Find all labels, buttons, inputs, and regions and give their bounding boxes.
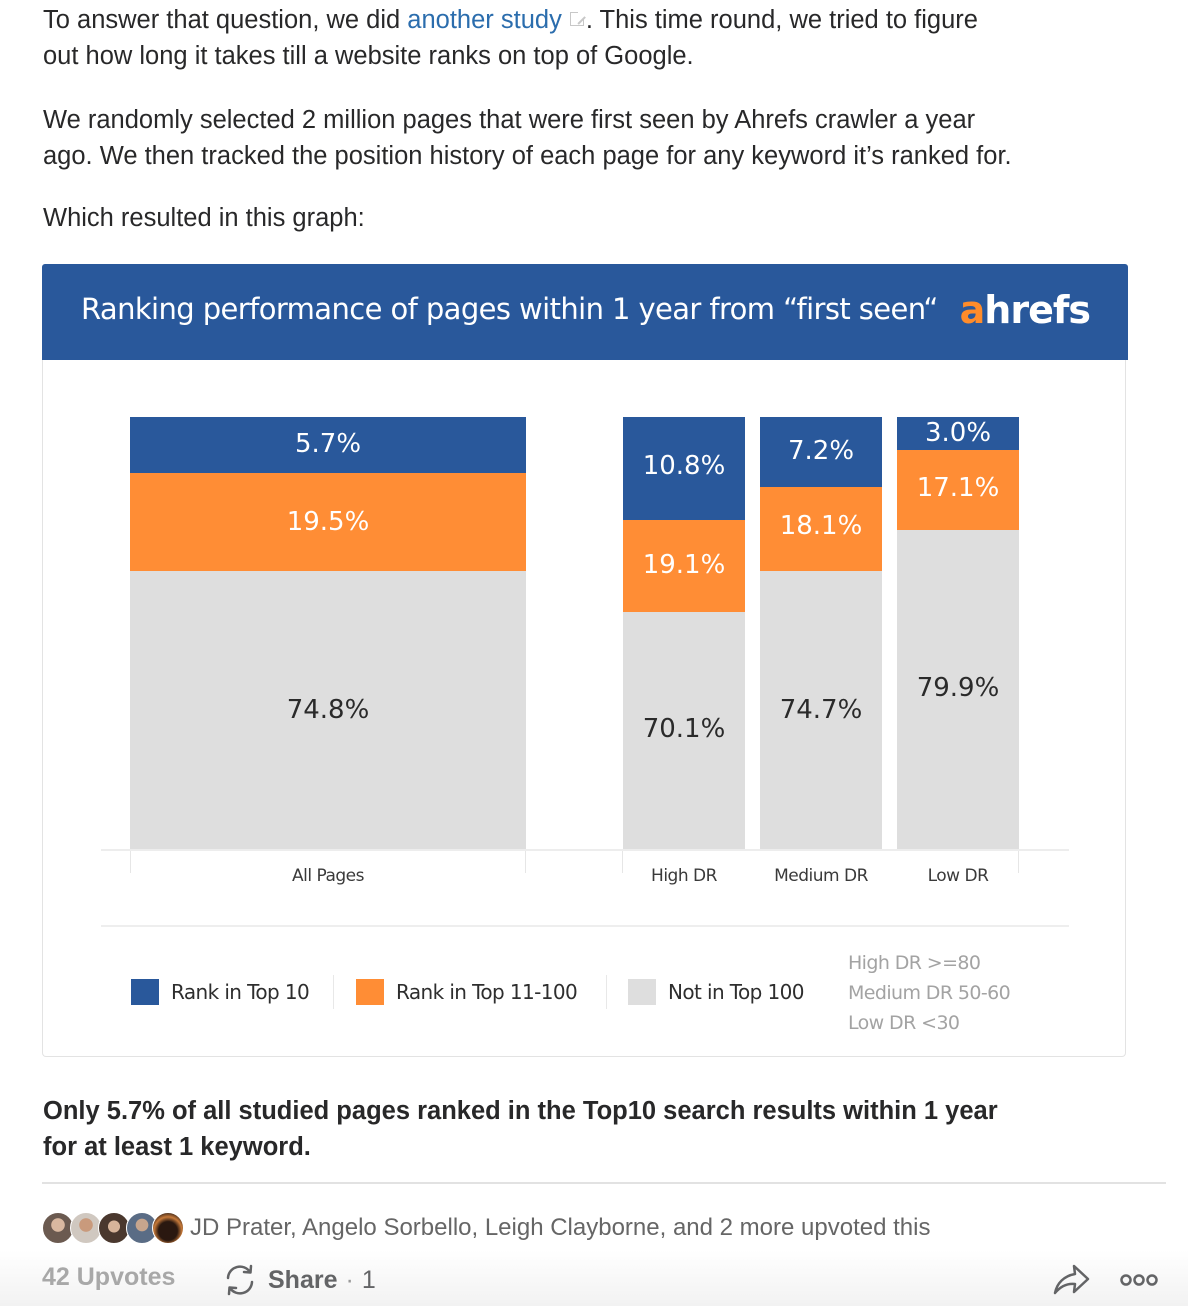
- legend-separator: [101, 925, 1069, 927]
- value-label: 3.0%: [924, 418, 992, 448]
- x-label-low-dr: Low DR: [927, 866, 989, 886]
- segment-top11-100: 18.1%: [760, 487, 882, 571]
- avatar[interactable]: [152, 1212, 184, 1244]
- conclusion-line1: Only 5.7% of all studied pages ranked in…: [43, 1097, 998, 1125]
- value-label: 5.7%: [294, 429, 362, 459]
- share-label: Share: [268, 1265, 338, 1294]
- legend-label: Not in Top 100: [668, 980, 804, 1004]
- segment-not-top100: 74.7%: [760, 571, 882, 849]
- chart-title: Ranking performance of pages within 1 ye…: [81, 292, 938, 326]
- segment-not-top100: 79.9%: [897, 530, 1019, 849]
- intro-text-cont: . This time round, we tried to figure: [585, 6, 978, 34]
- x-axis-line: [101, 849, 1069, 851]
- avatar[interactable]: [98, 1212, 130, 1244]
- another-study-link[interactable]: another study: [407, 6, 562, 34]
- axis-tick: [525, 851, 526, 873]
- segment-top11-100: 19.1%: [623, 520, 745, 612]
- x-label-high-dr: High DR: [651, 866, 717, 886]
- segment-not-top100: 70.1%: [623, 612, 745, 849]
- avatar[interactable]: [42, 1212, 74, 1244]
- value-label: 74.7%: [779, 695, 863, 725]
- value-label: 74.8%: [286, 695, 370, 725]
- segment-top11-100: 17.1%: [897, 450, 1019, 530]
- bar-all-pages: 5.7% 19.5% 74.8%: [130, 417, 526, 849]
- legend-top10: Rank in Top 10: [131, 979, 310, 1005]
- share-arrow-icon[interactable]: [1052, 1262, 1092, 1298]
- legend-divider: [333, 975, 334, 1009]
- legend-swatch-orange: [356, 979, 384, 1005]
- more-options-icon[interactable]: [1118, 1270, 1160, 1290]
- content-divider: [42, 1182, 1166, 1184]
- value-label: 7.2%: [787, 436, 855, 466]
- value-label: 19.5%: [286, 507, 370, 537]
- segment-top11-100: 19.5%: [130, 473, 526, 571]
- value-label: 10.8%: [642, 451, 726, 481]
- upvotes-button[interactable]: 42 Upvotes: [42, 1263, 176, 1291]
- segment-top10: 3.0%: [897, 417, 1019, 450]
- footer-bar: [0, 1250, 1188, 1306]
- external-link-icon: [569, 10, 586, 26]
- legend-swatch-blue: [131, 979, 159, 1005]
- method-text-line1: We randomly selected 2 million pages tha…: [43, 106, 976, 134]
- dr-definitions: High DR >=80 Medium DR 50-60 Low DR <30: [848, 948, 1011, 1038]
- chart-header: Ranking performance of pages within 1 ye…: [42, 264, 1128, 360]
- legend-top11-100: Rank in Top 11-100: [356, 979, 578, 1005]
- axis-tick: [622, 851, 623, 873]
- segment-top10: 7.2%: [760, 417, 882, 487]
- upvoter-avatars: [42, 1212, 188, 1244]
- legend-not-top100: Not in Top 100: [628, 979, 804, 1005]
- dr-note-high: High DR >=80: [848, 952, 981, 974]
- bar-low-dr: 3.0% 17.1% 79.9%: [897, 417, 1019, 849]
- dr-note-medium: Medium DR 50-60: [848, 982, 1011, 1004]
- conclusion-text: Only 5.7% of all studied pages ranked in…: [43, 1093, 1143, 1165]
- share-button[interactable]: Share · 1: [222, 1262, 376, 1298]
- value-label: 79.9%: [916, 673, 1000, 703]
- intro-text-line2: out how long it takes till a website ran…: [43, 42, 694, 70]
- intro-text: To answer that question, we did: [43, 6, 408, 34]
- conclusion-line2: for at least 1 keyword.: [43, 1133, 311, 1161]
- legend-swatch-gray: [628, 979, 656, 1005]
- axis-tick: [130, 851, 131, 873]
- segment-top10: 10.8%: [623, 417, 745, 520]
- share-refresh-icon: [226, 1264, 254, 1296]
- segment-top10: 5.7%: [130, 417, 526, 473]
- legend-divider: [606, 975, 607, 1009]
- x-label-medium-dr: Medium DR: [774, 866, 868, 886]
- axis-tick: [1018, 851, 1019, 873]
- share-count: 1: [361, 1265, 376, 1294]
- value-label: 70.1%: [642, 714, 726, 744]
- logo-rest: hrefs: [984, 288, 1091, 332]
- dr-note-low: Low DR <30: [848, 1012, 960, 1034]
- value-label: 17.1%: [916, 473, 1000, 503]
- upvoters-text[interactable]: JD Prater, Angelo Sorbello, Leigh Claybo…: [190, 1214, 931, 1241]
- value-label: 18.1%: [779, 511, 863, 541]
- method-text-line2: ago. We then tracked the position histor…: [43, 142, 1012, 170]
- ahrefs-logo: ahrefs: [959, 288, 1091, 332]
- bar-high-dr: 10.8% 19.1% 70.1%: [623, 417, 745, 849]
- legend-label: Rank in Top 11-100: [396, 980, 578, 1004]
- x-label-all-pages: All Pages: [292, 866, 365, 886]
- share-separator: ·: [345, 1265, 354, 1294]
- value-label: 19.1%: [642, 550, 726, 580]
- method-paragraph: We randomly selected 2 million pages tha…: [43, 102, 1153, 174]
- segment-not-top100: 74.8%: [130, 571, 526, 849]
- graph-intro: Which resulted in this graph:: [43, 204, 365, 232]
- intro-paragraph: To answer that question, we did another …: [43, 2, 1153, 74]
- logo-a: a: [959, 288, 986, 332]
- bar-medium-dr: 7.2% 18.1% 74.7%: [760, 417, 882, 849]
- legend-label: Rank in Top 10: [171, 980, 310, 1004]
